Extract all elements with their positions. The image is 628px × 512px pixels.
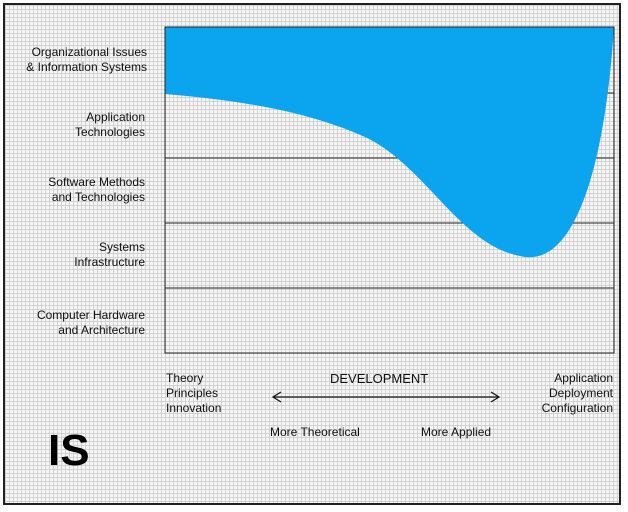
row-label-hardware: Computer Hardware and Architecture bbox=[5, 308, 145, 338]
x-axis-right-line: Configuration bbox=[541, 401, 613, 415]
plot-border bbox=[164, 26, 615, 354]
row-label-line: Organizational Issues bbox=[31, 45, 147, 59]
row-label-org-issues: Organizational Issues & Information Syst… bbox=[5, 45, 147, 75]
row-label-systems-infra: Systems Infrastructure bbox=[5, 240, 145, 270]
more-applied-label: More Applied bbox=[421, 425, 492, 439]
is-title: IS bbox=[48, 426, 90, 475]
row-label-line: & Information Systems bbox=[26, 60, 147, 74]
row-label-line: Infrastructure bbox=[74, 255, 145, 269]
row-label-line: Application bbox=[86, 110, 145, 124]
diagram-frame: Organizational Issues & Information Syst… bbox=[3, 3, 621, 505]
x-axis-right-line: Deployment bbox=[548, 386, 613, 400]
more-theoretical-label: More Theoretical bbox=[270, 425, 360, 439]
row-label-software-methods: Software Methods and Technologies bbox=[5, 175, 145, 205]
x-axis-left-line: Principles bbox=[166, 386, 219, 400]
row-label-line: and Technologies bbox=[51, 190, 145, 204]
x-axis-left-line: Innovation bbox=[166, 401, 222, 415]
x-axis-right-line: Application bbox=[554, 371, 613, 385]
row-label-line: and Architecture bbox=[58, 323, 145, 337]
row-label-line: Systems bbox=[98, 240, 145, 254]
double-arrow-icon bbox=[271, 391, 501, 403]
row-label-app-tech: Application Technologies bbox=[5, 110, 145, 140]
is-coverage-region bbox=[165, 27, 614, 258]
x-axis-left-line: Theory bbox=[166, 371, 204, 385]
row-label-line: Software Methods bbox=[48, 175, 145, 189]
diagram-plot bbox=[164, 26, 615, 403]
x-axis-right-label: Application Deployment Configuration bbox=[505, 371, 613, 416]
development-label: DEVELOPMENT bbox=[330, 371, 429, 386]
x-axis-left-label: Theory Principles Innovation bbox=[166, 371, 221, 416]
row-label-line: Computer Hardware bbox=[36, 308, 145, 322]
row-label-line: Technologies bbox=[74, 125, 145, 139]
